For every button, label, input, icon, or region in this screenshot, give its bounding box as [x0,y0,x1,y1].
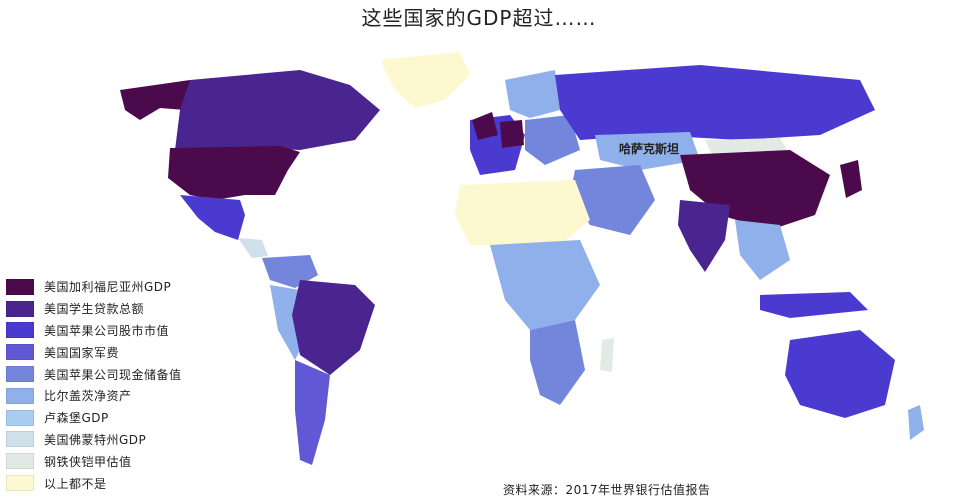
legend-label: 美国学生贷款总额 [44,302,145,317]
india [678,200,730,272]
legend-swatch [6,475,34,492]
legend-label: 美国苹果公司现金储备值 [44,367,182,382]
legend-label: 以上都不是 [44,476,107,491]
brazil [292,280,375,375]
alaska [120,80,200,120]
legend-label: 钢铁侠铠甲估值 [44,454,132,469]
central-america [238,238,268,258]
legend-label: 美国佛蒙特州GDP [44,432,147,447]
russia [555,65,875,140]
legend-swatch [6,344,34,361]
legend-item: 比尔盖茨净资产 [6,385,182,407]
legend-label: 美国国家军费 [44,345,120,360]
legend-label: 美国加利福尼亚州GDP [44,280,172,295]
legend-swatch [6,409,34,426]
uk [472,112,498,140]
new-zealand [908,405,924,440]
argentina [295,360,330,465]
legend-item: 以上都不是 [6,472,182,494]
eastern-europe [525,115,580,165]
legend-swatch [6,322,34,339]
legend-item: 美国苹果公司现金储备值 [6,363,182,385]
central-africa [490,240,600,330]
legend-item: 钢铁侠铠甲估值 [6,450,182,472]
greenland [380,52,470,108]
colombia [262,255,318,288]
source-note: 资料来源：2017年世界银行估值报告 [503,483,711,497]
middle-east [570,165,655,235]
southern-africa [530,320,585,405]
legend-item: 美国加利福尼亚州GDP [6,276,182,298]
legend-swatch [6,278,34,295]
kazakhstan [595,132,700,170]
scandinavia [505,70,560,118]
japan [840,160,862,198]
map-title: 这些国家的GDP超过…… [361,6,597,30]
legend-swatch [6,453,34,470]
legend-swatch [6,366,34,383]
southeast-asia [735,220,790,280]
indonesia [760,292,868,318]
legend-swatch [6,431,34,448]
germany [500,120,524,148]
legend-item: 美国国家军费 [6,341,182,363]
mexico [180,195,245,240]
north-africa [455,180,590,245]
kazakhstan-label: 哈萨克斯坦 [619,142,680,156]
canada [175,70,380,150]
legend-swatch [6,300,34,317]
legend-item: 美国苹果公司股市市值 [6,320,182,342]
legend-label: 比尔盖茨净资产 [44,389,132,404]
legend-item: 美国学生贷款总额 [6,298,182,320]
legend-item: 卢森堡GDP [6,407,182,429]
legend-item: 美国佛蒙特州GDP [6,429,182,451]
madagascar [600,338,614,372]
australia [785,330,895,418]
legend-label: 卢森堡GDP [44,411,109,426]
legend-swatch [6,387,34,404]
map-legend: 美国加利福尼亚州GDP 美国学生贷款总额 美国苹果公司股市市值 美国国家军费 美… [6,276,182,494]
legend-label: 美国苹果公司股市市值 [44,323,170,338]
usa [168,146,300,200]
